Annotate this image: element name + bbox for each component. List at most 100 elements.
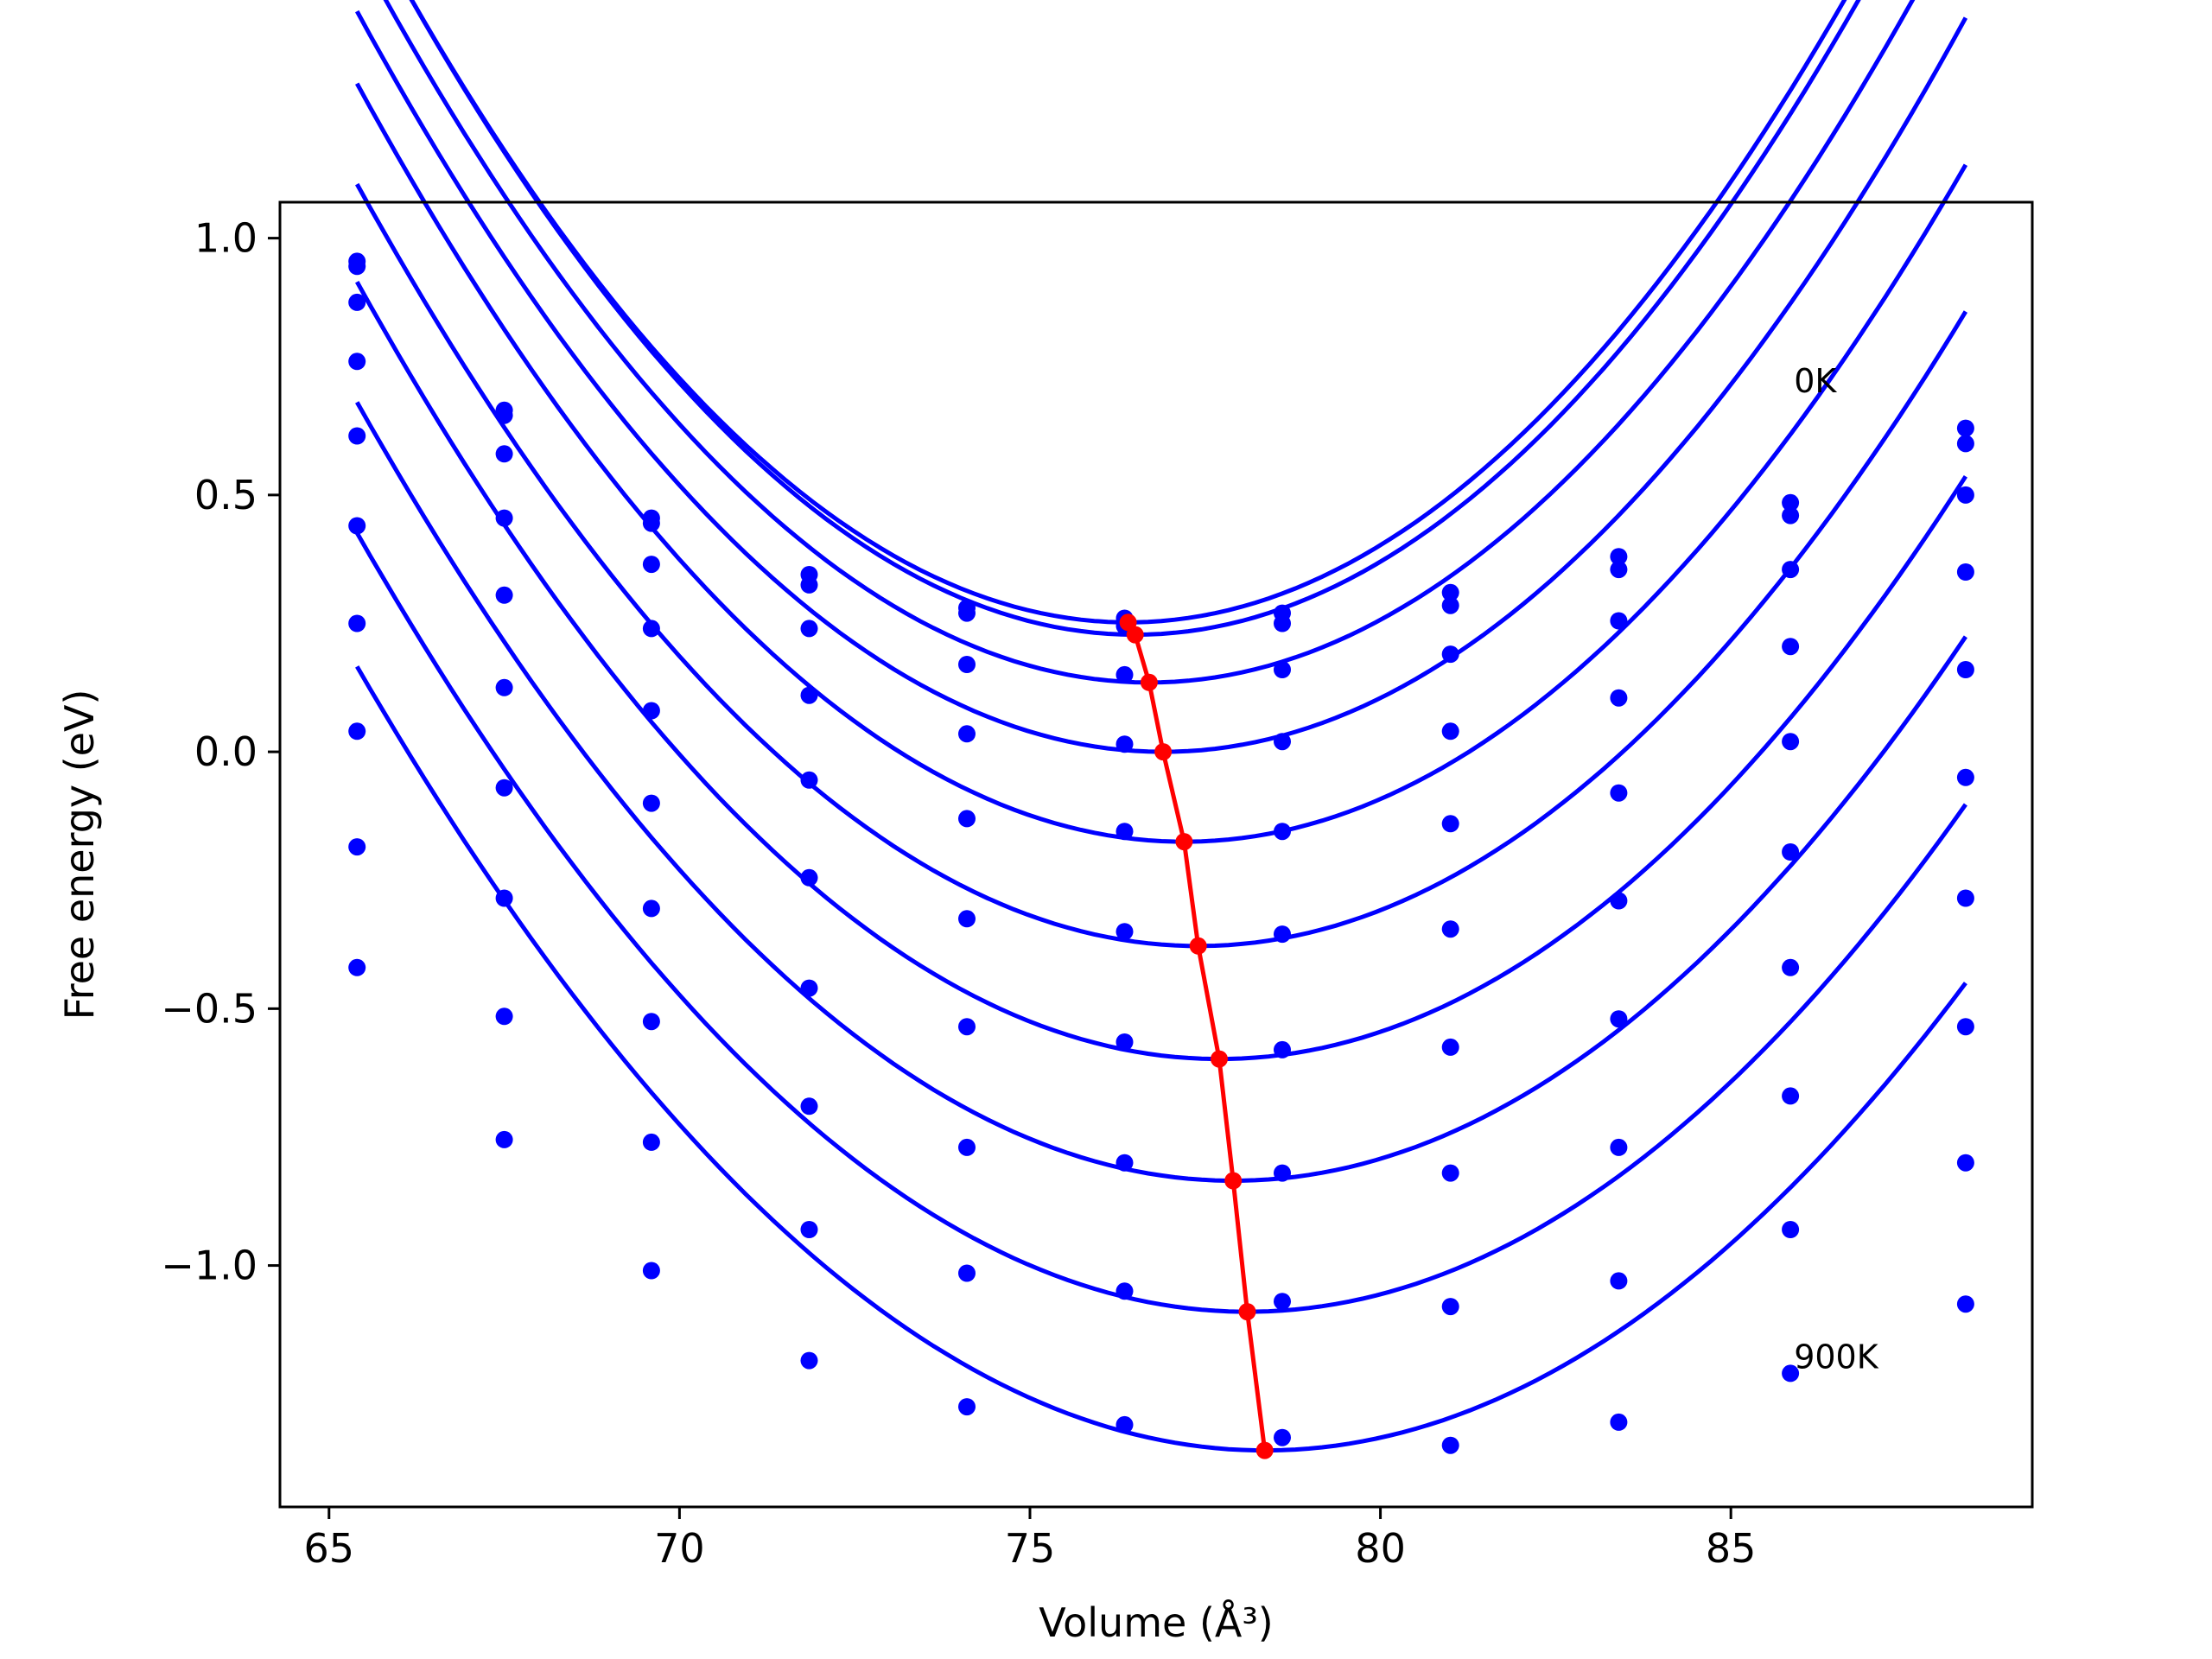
minimum-point [1140,673,1158,691]
data-point [1782,843,1800,861]
data-point [495,445,513,463]
data-point [642,1262,660,1280]
fit-curves [355,0,1968,1453]
data-point [1441,1038,1459,1056]
fit-curve-7 [355,401,1967,1184]
curve-annotation: 0K [1794,362,1837,400]
data-point [1956,435,1974,453]
data-point [348,257,366,276]
y-tick-label: 0.0 [194,728,257,775]
data-point [1116,823,1134,841]
data-point [1956,768,1974,786]
fit-curve-2 [383,0,1916,685]
data-point [1274,661,1291,678]
data-point [348,427,366,445]
data-point [1782,638,1800,656]
minimum-point [1211,1050,1228,1068]
minimum-point [1238,1303,1256,1321]
data-point [1116,1033,1134,1051]
fit-curve-5 [355,182,1968,949]
fit-curve-3 [355,10,1968,754]
minimum-point [1255,1441,1274,1459]
fit-curve-4 [355,82,1968,844]
data-point [1441,1298,1459,1316]
data-point [800,979,818,997]
data-point [958,810,976,828]
data-point [1116,923,1134,941]
data-point [1274,1164,1291,1182]
data-point [495,678,513,696]
minimum-path [1126,621,1268,1451]
data-point [1116,1282,1134,1300]
data-point [1782,561,1800,579]
data-point [1274,1428,1291,1446]
data-point [642,899,660,918]
x-tick-label: 80 [1355,1525,1406,1572]
data-point [1274,1293,1291,1311]
data-point [348,353,366,371]
data-point [348,838,366,856]
data-point [1956,563,1974,581]
x-tick-label: 75 [1005,1525,1056,1572]
data-point [1610,1272,1628,1290]
x-axis-label: Volume (Å³) [1039,1599,1274,1646]
data-point [642,514,660,532]
y-axis-ticks: 1.0 0.5 0.0 −0.5 −1.0 [161,215,280,1289]
fit-curve-6 [355,280,1968,1062]
data-point [642,1133,660,1151]
data-point [800,868,818,887]
data-point [1441,1164,1459,1182]
y-tick-label: 1.0 [194,215,257,262]
data-point [1441,1436,1459,1454]
curve-annotations: 0K 900K [1794,362,1879,1376]
data-point [1116,735,1134,753]
data-point [1274,925,1291,944]
y-tick-label: −1.0 [161,1243,257,1289]
minimum-point [1224,1172,1243,1190]
data-point [1441,645,1459,664]
data-point [1610,1010,1628,1028]
data-point [1274,614,1291,632]
data-point [958,656,976,673]
data-point [1956,1154,1974,1172]
fit-curve-8 [355,531,1967,1314]
data-point [1116,1415,1134,1433]
data-point [1441,920,1459,938]
plot-frame [278,200,2034,1509]
y-tick-label: −0.5 [161,985,257,1032]
data-point [495,1130,513,1148]
data-point [1782,958,1800,976]
data-point [1956,661,1974,678]
data-point [495,509,513,527]
data-point [1610,1138,1628,1156]
x-axis-ticks: 65 70 75 80 85 [304,1507,1756,1572]
data-point [1956,1018,1974,1036]
data-point [1782,1221,1800,1238]
data-point [348,293,366,311]
data-point [642,556,660,574]
data-point [1441,815,1459,833]
data-point [958,1398,976,1416]
data-point [1782,1087,1800,1105]
fit-curve-1 [409,0,1861,638]
data-point [1610,1413,1628,1431]
data-point [1441,596,1459,614]
minimum-point [1154,743,1173,761]
data-point [1610,784,1628,802]
data-point [1782,506,1800,524]
data-point [958,1138,976,1156]
data-point [348,958,366,976]
data-point [495,1007,513,1026]
data-point [495,406,513,424]
data-point [1116,1154,1134,1172]
data-point [642,1013,660,1031]
data-point [958,1264,976,1282]
data-point [800,1351,818,1370]
data-point [800,771,818,789]
data-point [800,575,818,594]
data-point [1116,665,1134,683]
data-point [348,517,366,535]
data-point [642,620,660,638]
data-point [800,1221,818,1238]
data-points [348,252,1974,1454]
